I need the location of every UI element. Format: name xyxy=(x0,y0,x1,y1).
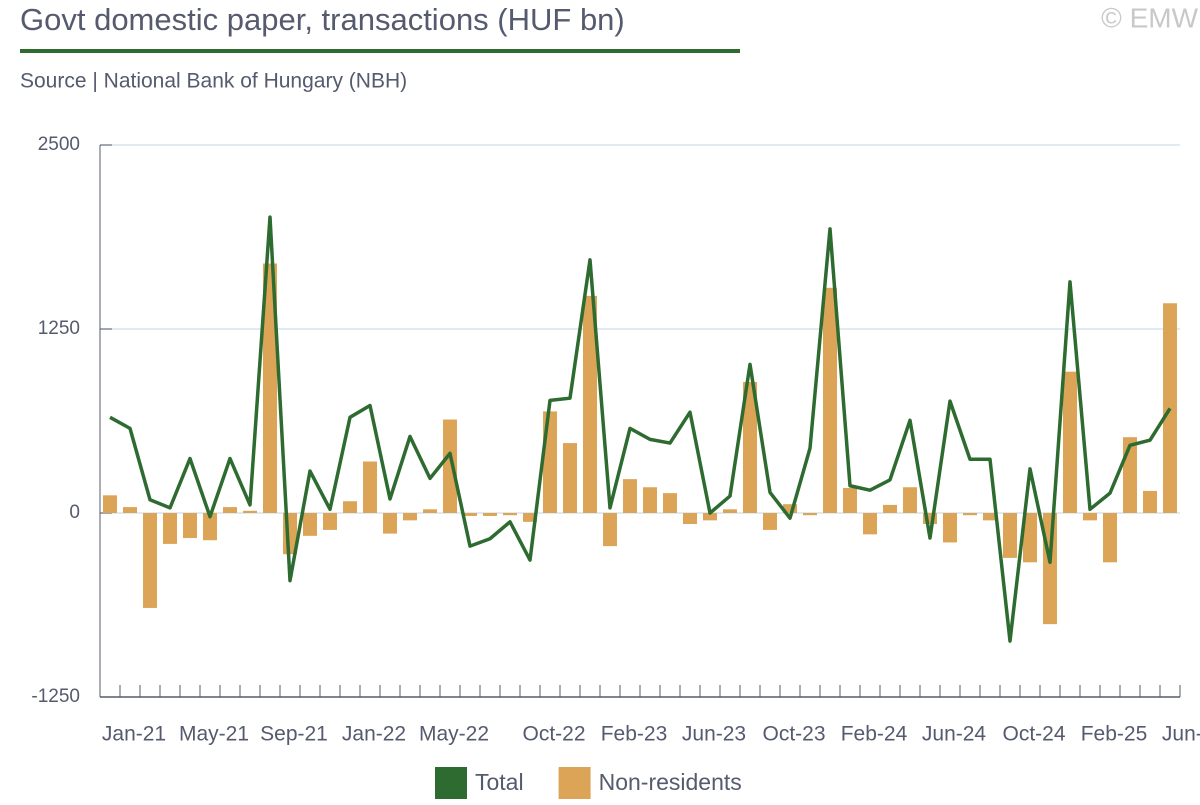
bar xyxy=(343,501,357,513)
bar xyxy=(783,504,797,513)
bar xyxy=(723,509,737,513)
bar xyxy=(1163,303,1177,513)
x-tick-label: Oct-23 xyxy=(762,723,825,746)
x-tick-label: Oct-22 xyxy=(522,723,585,746)
bar xyxy=(423,509,437,513)
x-tick-label: Jan-21 xyxy=(102,723,166,746)
x-tick-label: May-22 xyxy=(419,723,489,746)
x-tick-label: Feb-24 xyxy=(841,723,908,746)
x-tick-label: Jun-24 xyxy=(922,723,987,746)
bar xyxy=(363,461,377,513)
bar xyxy=(683,513,697,525)
y-tick-label: -1250 xyxy=(31,686,80,707)
bar xyxy=(843,487,857,513)
bar xyxy=(623,479,637,513)
bar xyxy=(863,513,877,535)
bar xyxy=(1083,513,1097,521)
y-tick-label: 0 xyxy=(69,502,80,523)
x-tick-label: Feb-23 xyxy=(601,723,668,746)
bar xyxy=(603,513,617,547)
bar xyxy=(763,513,777,530)
bar xyxy=(483,513,497,516)
x-tick-label: Jun-25 xyxy=(1162,723,1200,746)
legend-label: Non-residents xyxy=(599,769,742,795)
bar xyxy=(963,513,977,516)
bar xyxy=(1043,513,1057,625)
bar xyxy=(983,513,997,521)
bar xyxy=(163,513,177,544)
watermark: © EMW xyxy=(1101,2,1198,33)
bar xyxy=(323,513,337,530)
bar xyxy=(703,513,717,521)
y-tick-label: 1250 xyxy=(38,318,80,339)
chart-subtitle: Source | National Bank of Hungary (NBH) xyxy=(20,70,407,93)
bar xyxy=(943,513,957,543)
x-tick-label: Jun-23 xyxy=(682,723,746,746)
legend-swatch xyxy=(558,767,591,799)
bar xyxy=(183,513,197,539)
bar xyxy=(923,513,937,525)
chart-title: Govt domestic paper, transactions (HUF b… xyxy=(20,2,625,37)
y-tick-label: 2500 xyxy=(38,134,80,155)
bar xyxy=(643,487,657,513)
bar xyxy=(203,513,217,541)
bar xyxy=(303,513,317,536)
bar xyxy=(123,507,137,513)
x-tick-label: Feb-25 xyxy=(1081,723,1148,746)
bar xyxy=(743,381,757,513)
bar xyxy=(403,513,417,521)
legend-swatch xyxy=(435,767,467,799)
bar xyxy=(463,513,477,516)
bar xyxy=(1023,513,1037,563)
bar xyxy=(143,513,157,608)
x-tick-label: Jan-22 xyxy=(342,723,406,746)
bar xyxy=(583,295,597,513)
bar xyxy=(243,510,257,513)
x-tick-label: Sep-21 xyxy=(260,723,328,746)
bar xyxy=(523,513,537,522)
bar xyxy=(263,263,277,513)
bar xyxy=(503,513,517,516)
bar xyxy=(103,495,117,513)
x-tick-label: May-21 xyxy=(179,723,249,746)
x-tick-label: Oct-24 xyxy=(1002,723,1065,746)
bar xyxy=(443,419,457,513)
bar xyxy=(383,513,397,534)
bar xyxy=(1103,513,1117,563)
bar xyxy=(903,487,917,513)
bar xyxy=(803,513,817,516)
bar xyxy=(823,287,837,513)
bar xyxy=(663,493,677,513)
bar xyxy=(883,504,897,513)
bar xyxy=(1003,513,1017,558)
bar xyxy=(1143,490,1157,513)
bar xyxy=(563,443,577,513)
bar xyxy=(223,507,237,513)
legend-label: Total xyxy=(475,769,524,795)
bar xyxy=(1063,371,1077,513)
line xyxy=(109,215,1172,643)
